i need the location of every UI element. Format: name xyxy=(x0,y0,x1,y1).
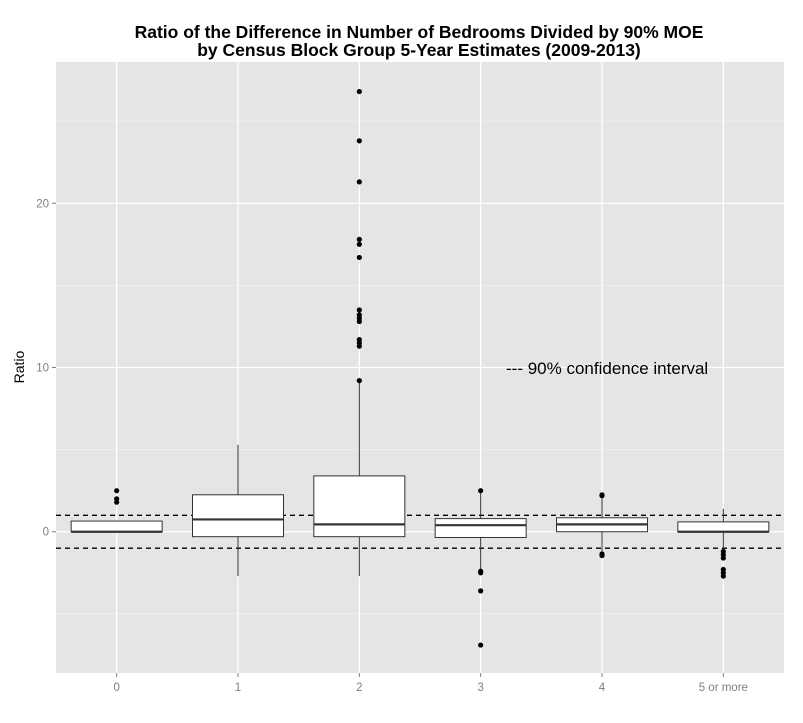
outlier-point xyxy=(599,492,605,498)
outlier-point xyxy=(478,642,484,648)
outlier-point xyxy=(356,378,362,384)
box-group xyxy=(434,488,527,648)
outlier-point xyxy=(356,312,362,318)
confidence-interval-annotation: --- 90% confidence interval xyxy=(506,359,708,378)
x-axis: 0 1 2 3 4 5 or more xyxy=(113,673,748,694)
y-tick-label: 10 xyxy=(36,363,49,375)
box xyxy=(192,494,284,538)
outlier-point xyxy=(720,573,726,579)
outlier-point xyxy=(356,254,362,261)
box-group xyxy=(192,444,284,577)
outlier-point xyxy=(356,236,362,242)
outlier-point xyxy=(356,88,362,95)
y-axis-title: Ratio xyxy=(11,350,27,383)
x-tick-label: 5 or more xyxy=(699,682,748,694)
box-group xyxy=(70,488,163,533)
outlier-point xyxy=(356,336,362,343)
boxplot-series xyxy=(70,88,770,648)
grid-lines xyxy=(56,62,784,673)
outlier-point xyxy=(356,138,362,144)
box xyxy=(677,521,770,533)
confidence-interval-lines xyxy=(56,514,784,549)
y-axis: 0 10 20 xyxy=(36,198,56,539)
box-group xyxy=(556,492,648,559)
outlier-point xyxy=(356,307,362,313)
outlier-point xyxy=(114,488,120,494)
outlier-point xyxy=(356,241,362,247)
y-tick-label: 20 xyxy=(36,198,49,210)
outlier-point xyxy=(599,552,605,559)
outlier-point xyxy=(478,588,484,594)
box xyxy=(70,520,163,533)
x-tick-label: 2 xyxy=(356,682,362,694)
box-group xyxy=(313,88,406,577)
x-tick-label: 1 xyxy=(235,682,241,694)
box xyxy=(434,518,527,538)
outlier-point xyxy=(356,179,362,185)
chart-title-line-1: Ratio of the Difference in Number of Bed… xyxy=(135,22,704,42)
box xyxy=(313,475,406,538)
outlier-point xyxy=(114,496,120,502)
outlier-point xyxy=(720,555,726,561)
chart-title-line-2: by Census Block Group 5-Year Estimates (… xyxy=(197,40,641,60)
outlier-point xyxy=(478,570,484,576)
x-tick-label: 0 xyxy=(113,682,119,694)
x-tick-label: 4 xyxy=(599,682,606,694)
x-tick-label: 3 xyxy=(477,682,483,694)
y-tick-label: 0 xyxy=(43,527,49,539)
box-group xyxy=(677,508,770,579)
outlier-point xyxy=(478,488,484,494)
